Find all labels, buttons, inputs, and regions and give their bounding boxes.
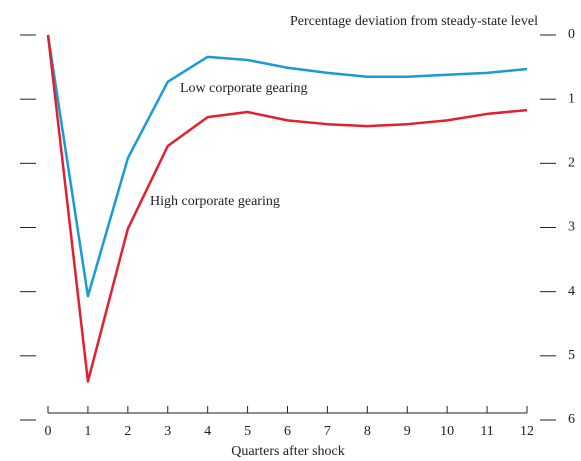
- axis-note: Percentage deviation from steady-state l…: [290, 14, 538, 29]
- x-tick-label: 12: [520, 424, 534, 439]
- y-tick-label: 4: [568, 284, 575, 299]
- x-tick-label: 9: [404, 424, 411, 439]
- x-tick-label: 1: [84, 424, 91, 439]
- y-tick-label: 1: [568, 91, 575, 106]
- x-tick-label: 10: [440, 424, 454, 439]
- x-tick-label: 5: [244, 424, 251, 439]
- series-line: [46, 34, 528, 383]
- x-tick-label: 6: [284, 424, 291, 439]
- y-tick-label: 2: [568, 156, 575, 171]
- x-tick-label: 4: [204, 424, 211, 439]
- series-label: High corporate gearing: [150, 194, 280, 209]
- x-tick-label: 2: [124, 424, 131, 439]
- x-tick-label: 8: [364, 424, 371, 439]
- series-label: Low corporate gearing: [180, 81, 308, 96]
- y-tick-label: 0: [568, 27, 575, 42]
- y-tick-label: 5: [568, 348, 575, 363]
- series-line: [46, 34, 528, 298]
- x-tick-label: 7: [324, 424, 331, 439]
- x-tick-label: 3: [164, 424, 171, 439]
- y-tick-label: 3: [568, 220, 575, 235]
- y-tick-label: 6: [568, 412, 575, 427]
- x-tick-label: 11: [480, 424, 493, 439]
- x-tick-label: 0: [45, 424, 52, 439]
- x-axis-label: Quarters after shock: [231, 444, 345, 459]
